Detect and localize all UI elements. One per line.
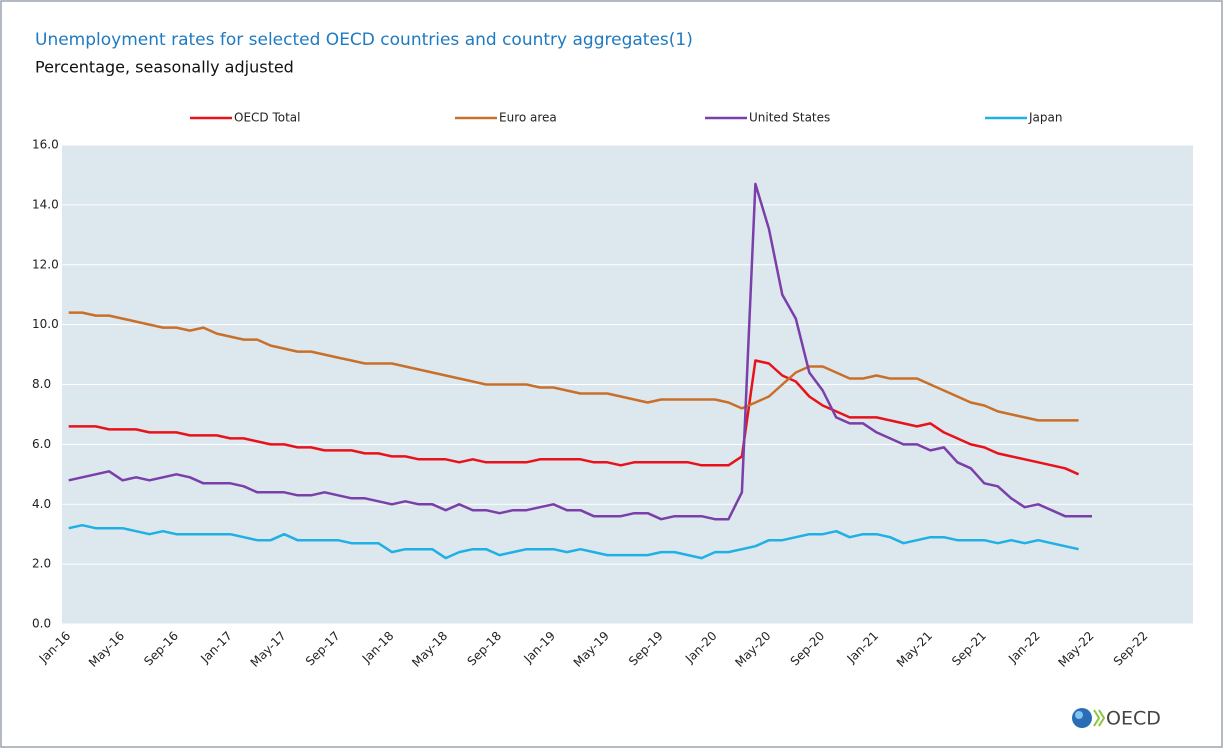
legend-label: Euro area bbox=[499, 111, 557, 125]
series-line bbox=[68, 359, 1080, 476]
y-tick-label: 6.0 bbox=[32, 437, 51, 451]
logo: OECD bbox=[1072, 708, 1161, 730]
y-tick-label: 12.0 bbox=[32, 257, 59, 271]
y-tick-label: 2.0 bbox=[32, 557, 51, 571]
chart-subtitle: Percentage, seasonally adjusted bbox=[35, 58, 294, 77]
chart-title: Unemployment rates for selected OECD cou… bbox=[35, 30, 693, 50]
y-tick-label: 8.0 bbox=[32, 377, 51, 391]
series-line bbox=[68, 182, 1092, 521]
legend-label: Japan bbox=[1028, 111, 1062, 125]
y-tick-label: 0.0 bbox=[32, 617, 51, 631]
y-tick-label: 14.0 bbox=[32, 197, 59, 211]
series-line bbox=[68, 311, 1079, 422]
legend-label: OECD Total bbox=[234, 111, 301, 125]
legend-label: United States bbox=[749, 111, 830, 125]
series-line bbox=[68, 523, 1079, 560]
y-tick-label: 16.0 bbox=[32, 138, 59, 152]
logo-text: OECD bbox=[1106, 708, 1161, 730]
y-tick-label: 4.0 bbox=[32, 497, 51, 511]
y-tick-label: 10.0 bbox=[32, 317, 59, 331]
